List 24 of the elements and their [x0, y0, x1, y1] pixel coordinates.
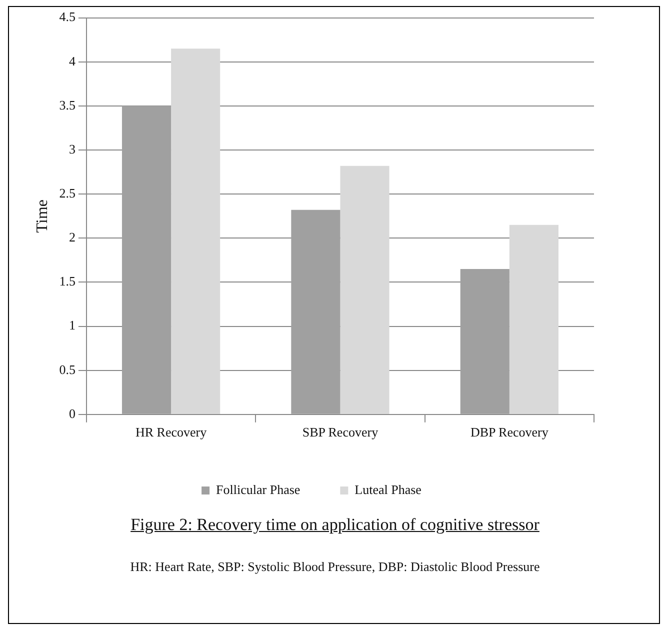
text: HR: Heart Rate, SBP: Systolic Blood Pressure, DBP: Diastolic Blood Pressure: [129, 559, 541, 575]
bar: [340, 166, 390, 414]
y-tick-label: 2: [68, 230, 76, 245]
legend-label: Luteal Phase: [354, 482, 422, 497]
y-tick-label: 0.5: [59, 362, 76, 377]
y-axis-title: Time: [34, 200, 51, 233]
bar: [122, 106, 172, 414]
bar: [509, 224, 558, 414]
y-tick-label: 3.5: [59, 97, 76, 112]
y-tick-label: 1: [68, 318, 76, 333]
y-tick-label: 4.5: [59, 9, 76, 24]
legend-label: Follicular Phase: [216, 482, 300, 497]
text: Figure 2: Recovery time on application of cognitive stressor: [130, 515, 540, 535]
x-tick-label: HR Recovery: [135, 424, 208, 440]
bar: [171, 48, 220, 414]
x-tick-label: DBP Recovery: [470, 424, 549, 440]
y-tick-label: 4: [68, 53, 76, 68]
y-tick-label: 0: [68, 406, 76, 421]
bar: [291, 210, 340, 414]
y-tick-label: 3: [68, 141, 76, 156]
y-tick-label: 2.5: [59, 185, 76, 200]
x-tick-label: SBP Recovery: [302, 424, 379, 440]
y-tick-label: 1.5: [59, 274, 76, 289]
bar: [460, 268, 510, 414]
